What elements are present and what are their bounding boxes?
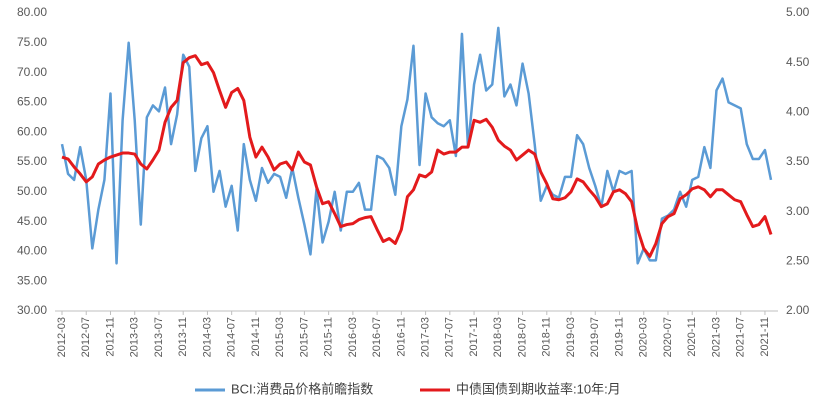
y-tick-label: 30.00 bbox=[17, 303, 47, 317]
y2-tick-label: 2.50 bbox=[786, 254, 810, 268]
x-tick-label: 2018-03 bbox=[492, 317, 504, 357]
y-tick-label: 40.00 bbox=[17, 244, 47, 258]
y-tick-label: 55.00 bbox=[17, 154, 47, 168]
x-tick-label: 2019-03 bbox=[565, 317, 577, 357]
x-tick-label: 2021-11 bbox=[759, 317, 771, 357]
x-tick-label: 2020-07 bbox=[662, 317, 674, 357]
x-tick-label: 2013-11 bbox=[177, 317, 189, 357]
x-tick-label: 2015-11 bbox=[323, 317, 335, 357]
x-tick-label: 2014-11 bbox=[250, 317, 262, 357]
x-tick-label: 2014-03 bbox=[201, 317, 213, 357]
x-tick-label: 2012-07 bbox=[80, 317, 92, 357]
y-tick-label: 75.00 bbox=[17, 35, 47, 49]
x-tick-label: 2014-07 bbox=[226, 317, 238, 357]
x-tick-label: 2015-07 bbox=[298, 317, 310, 357]
y-tick-label: 70.00 bbox=[17, 65, 47, 79]
x-tick-label: 2012-03 bbox=[56, 317, 68, 357]
y2-tick-label: 2.00 bbox=[786, 303, 810, 317]
y-tick-label: 60.00 bbox=[17, 124, 47, 138]
x-tick-label: 2016-03 bbox=[347, 317, 359, 357]
x-tick-label: 2020-11 bbox=[686, 317, 698, 357]
x-tick-label: 2019-07 bbox=[589, 317, 601, 357]
x-tick-label: 2013-03 bbox=[129, 317, 141, 357]
x-tick-label: 2017-03 bbox=[419, 317, 431, 357]
y2-tick-label: 4.00 bbox=[786, 105, 810, 119]
series-line bbox=[60, 26, 773, 265]
y-tick-label: 45.00 bbox=[17, 214, 47, 228]
x-tick-label: 2019-11 bbox=[613, 317, 625, 357]
x-tick-label: 2016-07 bbox=[371, 317, 383, 357]
x-tick-label: 2016-11 bbox=[395, 317, 407, 357]
y2-tick-label: 3.50 bbox=[786, 154, 810, 168]
x-tick-label: 2020-03 bbox=[638, 317, 650, 357]
x-tick-label: 2021-07 bbox=[735, 317, 747, 357]
x-tick-label: 2012-11 bbox=[104, 317, 116, 357]
x-tick-label: 2018-07 bbox=[516, 317, 528, 357]
y2-tick-label: 3.00 bbox=[786, 204, 810, 218]
x-tick-label: 2021-03 bbox=[710, 317, 722, 357]
x-tick-label: 2015-03 bbox=[274, 317, 286, 357]
legend-label: 中债国债到期收益率:10年:月 bbox=[456, 381, 621, 396]
legend-label: BCI:消费品价格前瞻指数 bbox=[231, 381, 373, 396]
x-tick-label: 2018-11 bbox=[541, 317, 553, 357]
y2-tick-label: 5.00 bbox=[786, 5, 810, 19]
x-tick-label: 2017-11 bbox=[468, 317, 480, 357]
y2-tick-label: 4.50 bbox=[786, 55, 810, 69]
series-line bbox=[61, 54, 773, 258]
x-tick-label: 2017-07 bbox=[444, 317, 456, 357]
y-tick-label: 65.00 bbox=[17, 95, 47, 109]
x-tick-label: 2013-07 bbox=[153, 317, 165, 357]
y-tick-label: 35.00 bbox=[17, 273, 47, 287]
y-tick-label: 50.00 bbox=[17, 184, 47, 198]
y-tick-label: 80.00 bbox=[17, 5, 47, 19]
